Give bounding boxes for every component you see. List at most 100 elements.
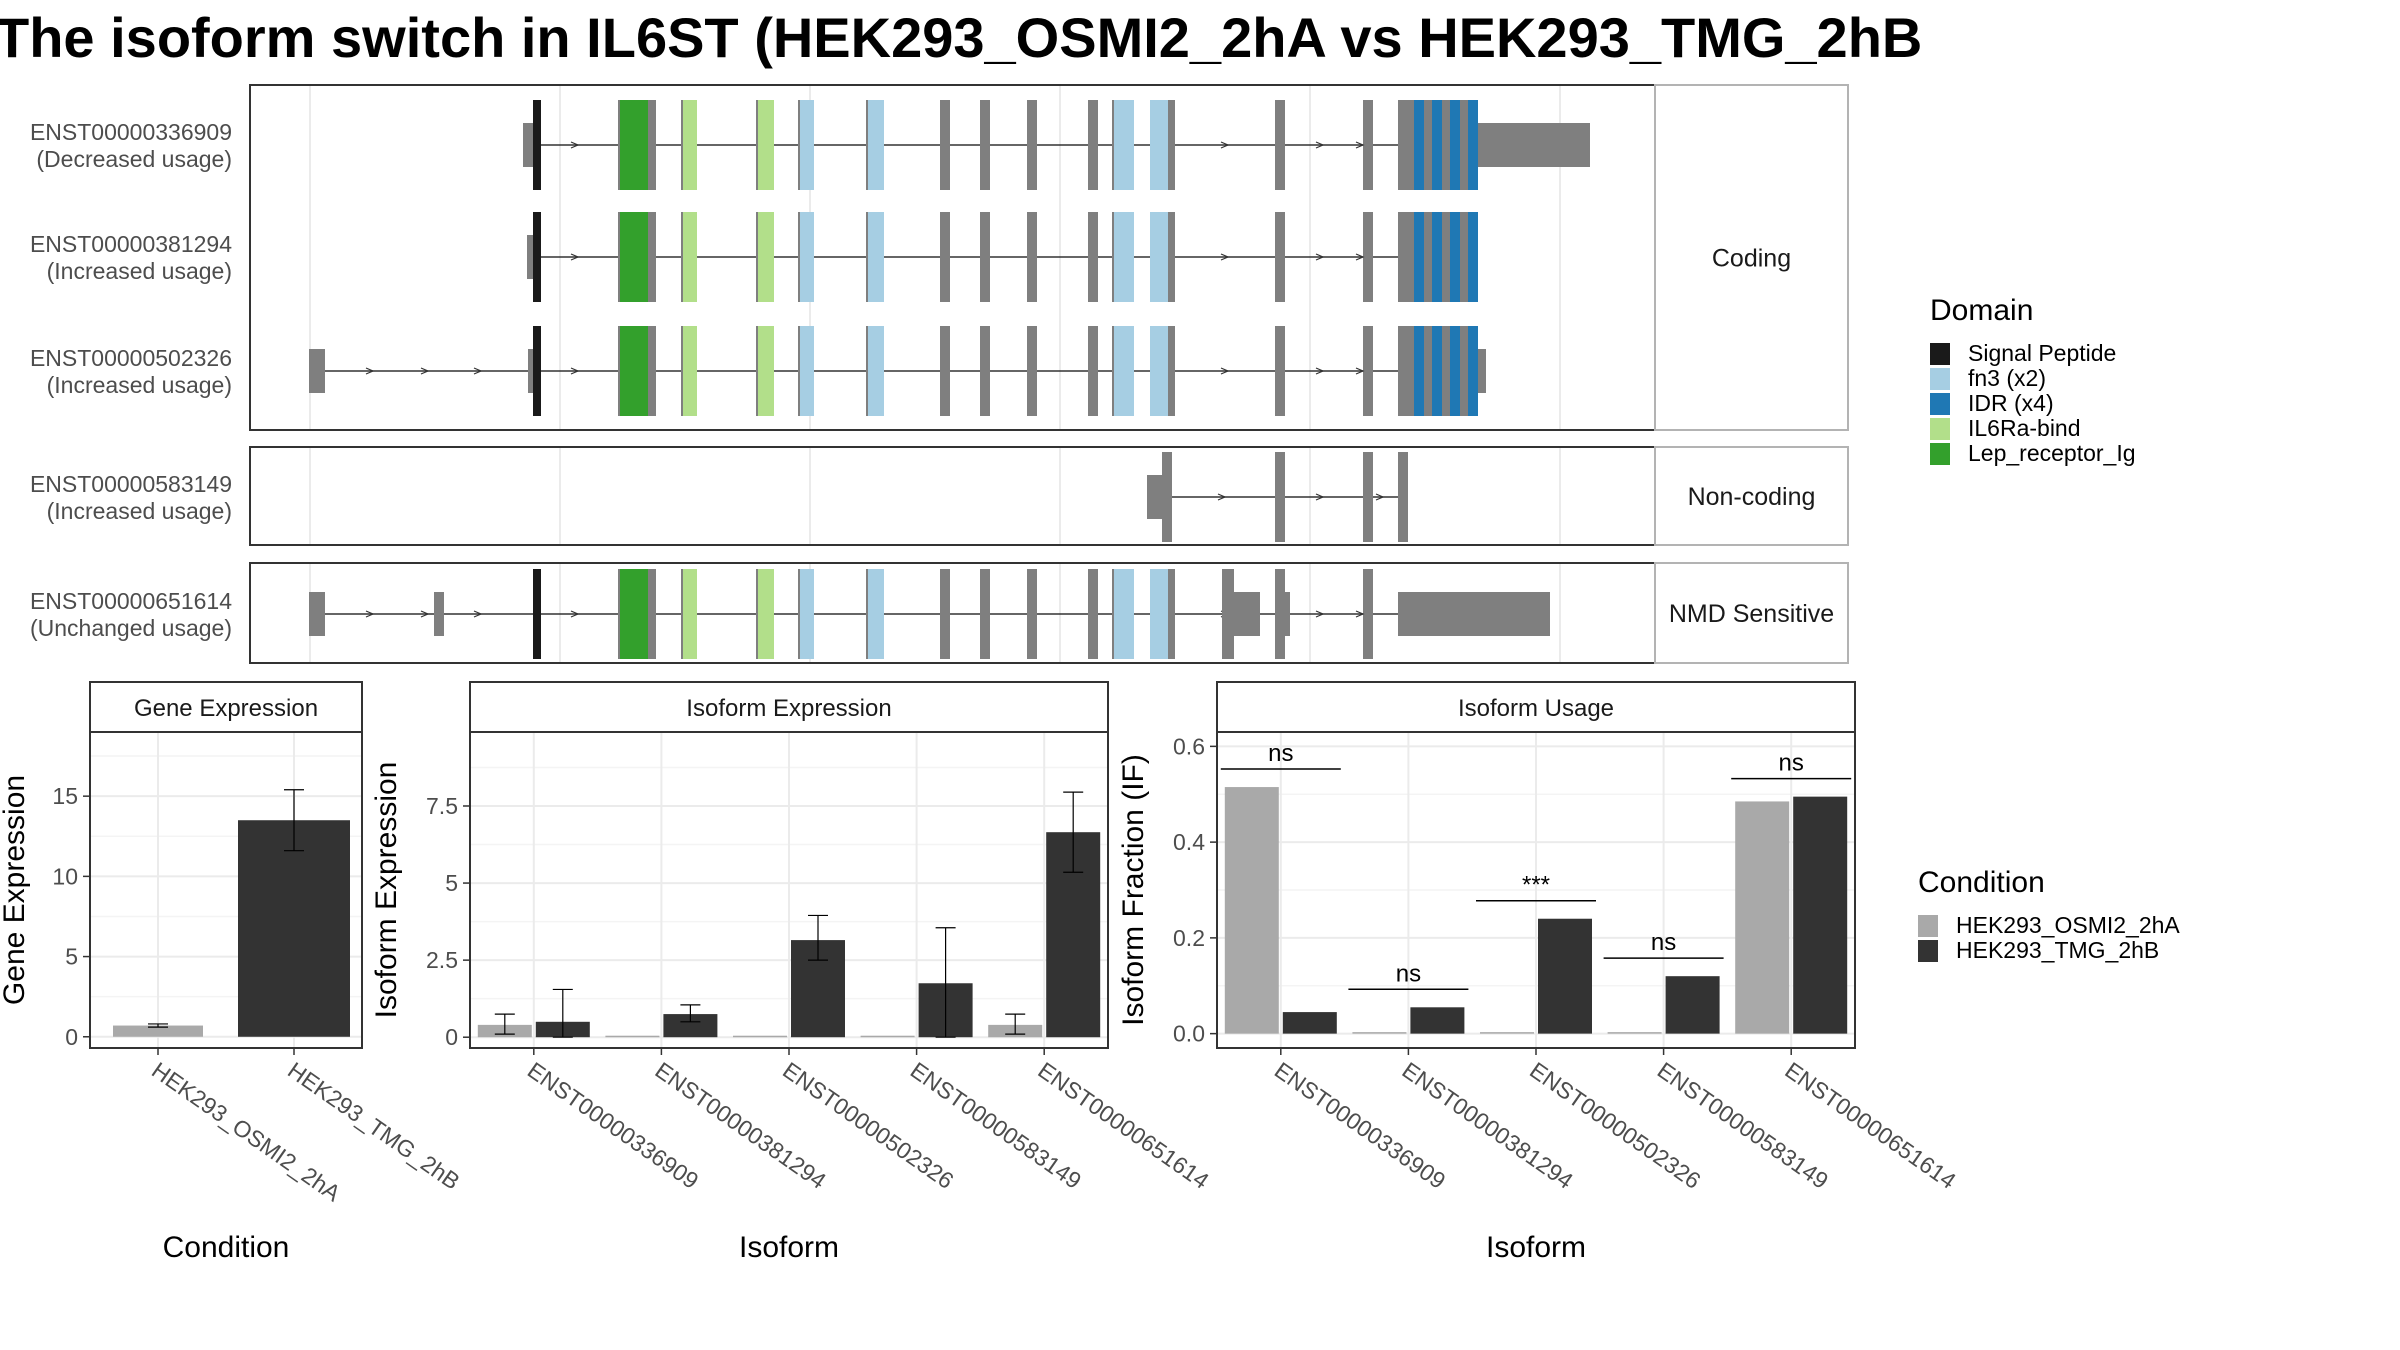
bar (860, 1035, 915, 1038)
transcript-usage-label: (Decreased usage) (36, 146, 232, 172)
domain-block (1414, 100, 1424, 190)
domain-block (1468, 212, 1478, 302)
exon-block (646, 569, 656, 659)
domain-block (1114, 212, 1134, 302)
bar (1480, 1032, 1534, 1034)
y-tick-label: 10 (52, 863, 78, 889)
intron-arrow (570, 141, 580, 149)
exon-block (1088, 212, 1098, 302)
bar (1410, 1007, 1465, 1034)
intron-arrow (1220, 253, 1230, 261)
exon-block (1398, 592, 1550, 636)
domain-block (1468, 326, 1478, 416)
transcript-id-label: ENST00000336909 (30, 119, 232, 145)
significance-label: ns (1268, 740, 1293, 767)
intron-arrow (570, 367, 580, 375)
transcript-usage-label: (Increased usage) (47, 258, 232, 284)
bar (1282, 1012, 1337, 1034)
exon-block (1232, 592, 1260, 636)
domain-block (800, 212, 814, 302)
y-axis-title: Isoform Expression (370, 762, 403, 1019)
bar (1607, 1032, 1662, 1034)
bar (1793, 796, 1848, 1034)
y-tick-label: 2.5 (426, 947, 458, 973)
exon-block (309, 592, 325, 636)
exon-block (1165, 569, 1175, 659)
intron-arrow (1217, 493, 1227, 501)
y-tick-label: 5 (65, 944, 78, 970)
intron-arrow (1220, 367, 1230, 375)
bar (1538, 918, 1592, 1034)
transcript-id-label: ENST00000381294 (30, 231, 232, 257)
exon-block (309, 349, 325, 393)
domain-block (800, 569, 814, 659)
condition-legend-title: Condition (1918, 866, 2045, 899)
intron-arrow (1315, 253, 1325, 261)
exon-block (940, 100, 950, 190)
exon-block (1088, 100, 1098, 190)
exon-block (528, 349, 533, 393)
intron-arrow (420, 610, 430, 618)
exon-block (1165, 100, 1175, 190)
domain-block (758, 100, 774, 190)
domain-block (683, 100, 697, 190)
bar (238, 820, 350, 1037)
exon-block (940, 212, 950, 302)
domain-legend-title: Domain (1930, 294, 2033, 327)
chart-title: Isoform Expression (686, 695, 891, 722)
exon-block (980, 569, 990, 659)
exon-block (1027, 212, 1037, 302)
y-tick-label: 15 (52, 783, 78, 809)
domain-block (1414, 326, 1424, 416)
intron-arrow (1355, 253, 1365, 261)
bar (1224, 787, 1279, 1034)
exon-block (1222, 569, 1234, 659)
intron-arrow (1315, 610, 1325, 618)
transcript-structure-panel: Coding ENST00000336909(Decreased usage) EN… (30, 84, 1849, 664)
domain-block (1114, 569, 1134, 659)
y-tick-label: 0.0 (1173, 1021, 1205, 1047)
intron-arrow (1355, 141, 1365, 149)
y-tick-label: 0.6 (1173, 733, 1205, 759)
intron-arrow (1315, 367, 1325, 375)
exon-block (1027, 569, 1037, 659)
domain-block (533, 326, 541, 416)
chart-title: Isoform Usage (1458, 695, 1614, 722)
condition-legend-swatch (1918, 915, 1938, 937)
exon-block (1275, 212, 1285, 302)
domain-block (683, 212, 697, 302)
exon-block (940, 569, 950, 659)
exon-block (1280, 592, 1290, 636)
bar (1735, 801, 1790, 1034)
exon-block (980, 100, 990, 190)
facet-strip (1654, 562, 1849, 664)
exon-block (1165, 212, 1175, 302)
exon-block (1363, 452, 1373, 542)
facet-strip (1654, 446, 1849, 546)
domain-legend-label: IDR (x4) (1968, 390, 2054, 416)
domain-block (868, 100, 884, 190)
domain-legend-label: fn3 (x2) (1968, 365, 2046, 391)
domain-block (800, 326, 814, 416)
exon-block (1088, 569, 1098, 659)
intron-arrow (1375, 493, 1385, 501)
bar (733, 1035, 787, 1038)
exon-block (1275, 326, 1285, 416)
exon-block (1398, 452, 1408, 542)
exon-block (523, 123, 533, 167)
intron-arrow (570, 610, 580, 618)
y-axis-title: Isoform Fraction (IF) (1117, 754, 1150, 1026)
facet-label-1: Non-coding (1688, 483, 1816, 511)
significance-label: ns (1651, 929, 1676, 956)
bar (1665, 976, 1720, 1034)
domain-block (1150, 100, 1168, 190)
domain-legend-swatch (1930, 418, 1950, 440)
figure-title: The isoform switch in IL6ST (HEK293_OSMI… (0, 6, 1922, 69)
y-tick-label: 0.2 (1173, 925, 1205, 951)
bar (113, 1025, 203, 1037)
exon-block (980, 326, 990, 416)
bar (663, 1014, 718, 1038)
domain-block (533, 100, 541, 190)
